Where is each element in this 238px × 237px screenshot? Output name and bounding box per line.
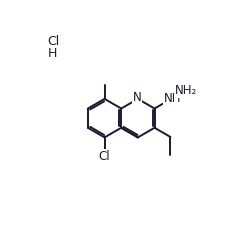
- Text: N: N: [133, 91, 141, 104]
- Text: H: H: [47, 47, 57, 59]
- Text: NH₂: NH₂: [175, 84, 197, 97]
- Text: Cl: Cl: [99, 150, 110, 163]
- Text: Cl: Cl: [47, 35, 60, 48]
- Text: NH: NH: [164, 92, 181, 105]
